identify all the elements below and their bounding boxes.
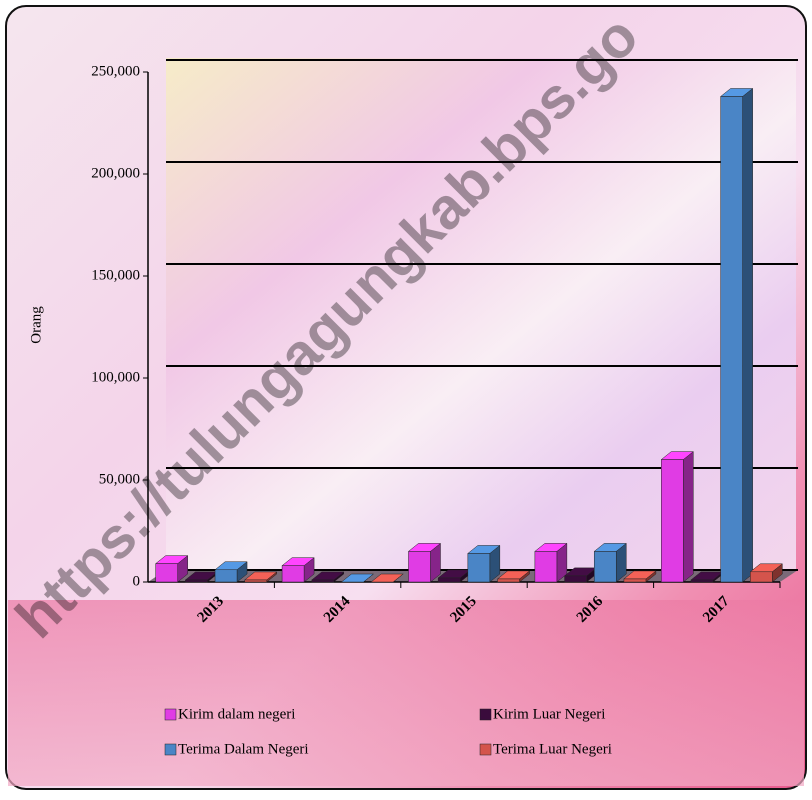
bar <box>340 573 375 583</box>
bar <box>623 570 657 583</box>
y-tick-label: 100,000 <box>91 369 140 385</box>
bar-front <box>564 575 587 583</box>
bar-front <box>214 569 238 583</box>
bar <box>534 542 568 583</box>
bar <box>281 557 315 583</box>
legend-label: Terima Dalam Negeri <box>178 741 309 757</box>
bar <box>719 87 754 583</box>
bar-front <box>467 553 491 583</box>
bar-front <box>750 571 773 583</box>
legend-swatch <box>164 743 177 756</box>
bar <box>214 561 248 583</box>
bar-front <box>437 577 461 583</box>
bar-side <box>742 87 753 583</box>
bar-front <box>155 563 178 583</box>
legend-swatch <box>164 708 177 721</box>
bar <box>467 544 501 583</box>
bar-front <box>281 565 305 583</box>
legend-swatch <box>479 708 492 721</box>
bar-front <box>534 551 558 583</box>
y-axis-label: Orang <box>28 306 44 344</box>
bar <box>496 570 531 583</box>
bar-front <box>593 551 617 583</box>
bar-front <box>690 579 714 583</box>
bar-top <box>370 573 404 583</box>
bar <box>593 542 627 583</box>
bar-front <box>661 459 684 583</box>
y-tick-label: 150,000 <box>91 267 140 283</box>
bar <box>370 573 404 583</box>
bottom-band <box>8 600 804 786</box>
bar-front <box>408 551 431 583</box>
bar-front <box>311 579 335 583</box>
y-tick-label: 0 <box>133 573 141 589</box>
legend-label: Terima Luar Negeri <box>493 741 612 757</box>
bar-top <box>340 573 375 583</box>
bar-side <box>683 451 694 583</box>
bar <box>407 542 442 583</box>
bar-front <box>623 578 647 583</box>
legend-label: Kirim dalam negeri <box>178 706 295 722</box>
back-wall <box>166 58 796 570</box>
y-tick-label: 200,000 <box>91 165 140 181</box>
bar <box>184 571 219 583</box>
bar <box>244 571 278 583</box>
bar-front <box>244 579 267 583</box>
y-tick-label: 50,000 <box>99 471 140 487</box>
bar <box>660 451 694 583</box>
bar <box>749 563 784 583</box>
bar-front <box>185 579 208 583</box>
legend-label: Kirim Luar Negeri <box>493 706 605 722</box>
legend-swatch <box>479 743 492 756</box>
bar <box>311 571 345 583</box>
bar-front <box>497 578 520 583</box>
y-tick-label: 250,000 <box>91 63 140 79</box>
bar <box>154 555 189 583</box>
bar-front <box>720 96 743 583</box>
